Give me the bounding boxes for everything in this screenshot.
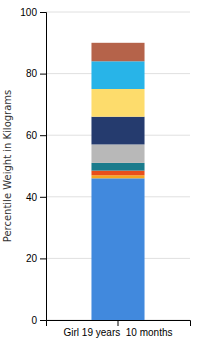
bar-segment xyxy=(91,163,144,171)
bar-segment xyxy=(91,61,144,89)
y-tick-mark xyxy=(40,320,46,321)
bar-segment xyxy=(91,89,144,117)
y-tick-label: 100 xyxy=(20,7,37,18)
y-tick-label: 0 xyxy=(31,315,37,326)
y-tick: 20 xyxy=(26,253,46,264)
bar-segment xyxy=(91,43,144,61)
y-tick: 60 xyxy=(26,130,46,141)
y-tick-mark xyxy=(40,135,46,136)
y-tick-mark xyxy=(40,12,46,13)
bars xyxy=(91,43,144,320)
bar-segment xyxy=(91,171,144,176)
bar-segment xyxy=(91,117,144,145)
y-tick-label: 60 xyxy=(26,130,38,141)
plot-area: 0 20 40 60 80 100 Girl 19 years 10 months xyxy=(20,7,190,338)
y-tick: 100 xyxy=(20,7,46,18)
y-tick-label: 40 xyxy=(26,192,38,203)
grid xyxy=(46,12,190,320)
y-tick: 0 xyxy=(31,315,46,326)
bar-segment xyxy=(91,178,144,320)
y-axis: 0 20 40 60 80 100 xyxy=(20,7,46,326)
bar-segment xyxy=(91,144,144,162)
bar-segment xyxy=(91,175,144,178)
x-tick: Girl 19 years 10 months xyxy=(64,320,173,338)
y-tick-mark xyxy=(40,258,46,259)
y-tick-mark xyxy=(40,74,46,75)
y-tick-label: 20 xyxy=(26,253,38,264)
x-axis: Girl 19 years 10 months xyxy=(47,320,191,338)
x-tick-mark xyxy=(118,320,119,326)
grid-line xyxy=(46,12,190,13)
y-tick-mark xyxy=(40,197,46,198)
y-tick-label: 80 xyxy=(26,68,38,79)
chart: 0 20 40 60 80 100 Girl 19 years 10 months Perce… xyxy=(0,0,200,350)
x-tick-label: Girl 19 years 10 months xyxy=(64,327,173,338)
x-axis-line xyxy=(47,321,191,327)
y-axis-line xyxy=(40,13,47,321)
y-axis-title: Percentile Weight in Kilograms xyxy=(2,90,13,243)
y-tick: 80 xyxy=(26,68,46,79)
y-tick: 40 xyxy=(26,192,46,203)
